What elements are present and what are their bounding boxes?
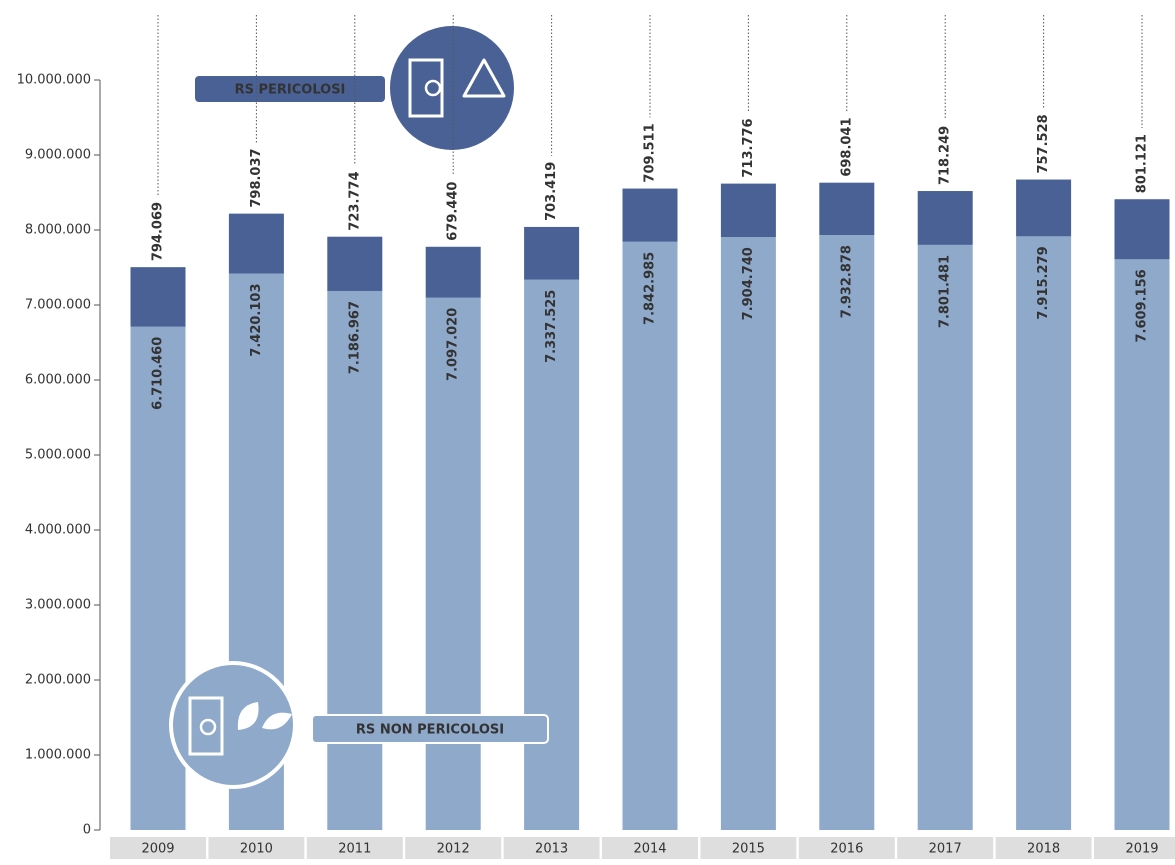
x-label-box	[208, 837, 305, 859]
bar-segment	[1016, 179, 1072, 237]
bar-segment	[917, 244, 973, 831]
x-tick-label: 2014	[633, 842, 666, 857]
y-tick-label: 6.000.000	[25, 373, 91, 388]
x-tick-label: 2011	[338, 842, 371, 857]
bar-segment	[720, 183, 776, 238]
bar-segment	[228, 213, 284, 274]
bar-segment	[130, 267, 186, 327]
value-label: 723.774	[347, 171, 362, 230]
y-tick-label: 7.000.000	[25, 298, 91, 313]
bar-segment	[622, 188, 678, 242]
legend-badge	[311, 714, 549, 744]
value-label: 7.420.103	[249, 283, 264, 356]
icon-x	[199, 718, 217, 736]
x-tick-label: 2015	[732, 842, 765, 857]
bar-segment	[425, 246, 481, 298]
y-tick-label: 0	[83, 823, 91, 838]
x-label-box	[798, 837, 895, 859]
y-tick-label: 5.000.000	[25, 448, 91, 463]
value-label: 794.069	[151, 202, 166, 261]
value-label: 7.337.525	[544, 290, 559, 363]
x-label-box	[700, 837, 797, 859]
y-tick-label: 9.000.000	[25, 148, 91, 163]
value-label: 718.249	[938, 126, 953, 185]
icon-box	[408, 58, 444, 118]
value-label: 713.776	[741, 118, 756, 177]
value-label: 698.041	[839, 117, 854, 176]
value-label: 7.097.020	[446, 308, 461, 381]
value-label: 7.186.967	[347, 301, 362, 374]
legend-icon	[390, 26, 514, 150]
x-tick-label: 2016	[830, 842, 863, 857]
bar-segment	[622, 241, 678, 830]
bar-segment	[819, 182, 875, 236]
bar-segment	[1016, 236, 1072, 831]
icon-warning	[462, 58, 506, 98]
y-tick-label: 2.000.000	[25, 673, 91, 688]
value-label: 7.842.985	[643, 252, 658, 325]
value-label: 7.915.279	[1036, 246, 1051, 319]
y-tick-label: 10.000.000	[17, 73, 91, 88]
value-label: 757.528	[1036, 114, 1051, 173]
bar-segment	[720, 237, 776, 830]
x-label-box	[306, 837, 403, 859]
y-tick-label: 1.000.000	[25, 748, 91, 763]
value-label: 7.932.878	[839, 245, 854, 318]
x-label-box	[110, 837, 206, 859]
icon-leaf	[237, 702, 292, 730]
bar-segment	[524, 226, 580, 280]
x-label-box	[405, 837, 502, 859]
value-label: 801.121	[1135, 134, 1150, 193]
value-label: 798.037	[249, 148, 264, 207]
x-label-box	[1094, 837, 1175, 859]
x-tick-label: 2019	[1125, 842, 1158, 857]
legend: RS PERICOLOSI RS NON PERICOLOSI	[169, 26, 549, 789]
x-tick-label: 2017	[929, 842, 962, 857]
value-label: 703.419	[544, 162, 559, 221]
legend-badge	[195, 76, 385, 102]
y-tick-label: 8.000.000	[25, 223, 91, 238]
bar-segment	[1114, 259, 1170, 830]
bar-segment	[1114, 199, 1170, 260]
bar-segment	[819, 235, 875, 830]
value-label: 679.440	[446, 182, 461, 241]
value-label: 6.710.460	[151, 337, 166, 410]
value-label: 7.609.156	[1135, 269, 1150, 342]
x-tick-label: 2010	[240, 842, 273, 857]
x-tick-label: 2012	[437, 842, 470, 857]
x-label-box	[897, 837, 994, 859]
bar-segment	[917, 191, 973, 245]
bar-segment	[327, 236, 383, 291]
value-label: 7.801.481	[938, 255, 953, 328]
y-tick-label: 4.000.000	[25, 523, 91, 538]
icon-box	[188, 696, 224, 756]
legend-label: RS PERICOLOSI	[235, 83, 346, 98]
x-label-box	[602, 837, 698, 859]
value-label: 7.904.740	[741, 247, 756, 320]
x-tick-label: 2018	[1027, 842, 1060, 857]
legend-label: RS NON PERICOLOSI	[356, 723, 504, 738]
y-tick-label: 3.000.000	[25, 598, 91, 613]
x-label-box	[503, 837, 600, 859]
value-label: 709.511	[643, 123, 658, 182]
x-tick-label: 2009	[141, 842, 174, 857]
x-label-box	[995, 837, 1092, 859]
legend-icon	[169, 661, 297, 789]
icon-x	[424, 79, 442, 97]
x-tick-label: 2013	[535, 842, 568, 857]
